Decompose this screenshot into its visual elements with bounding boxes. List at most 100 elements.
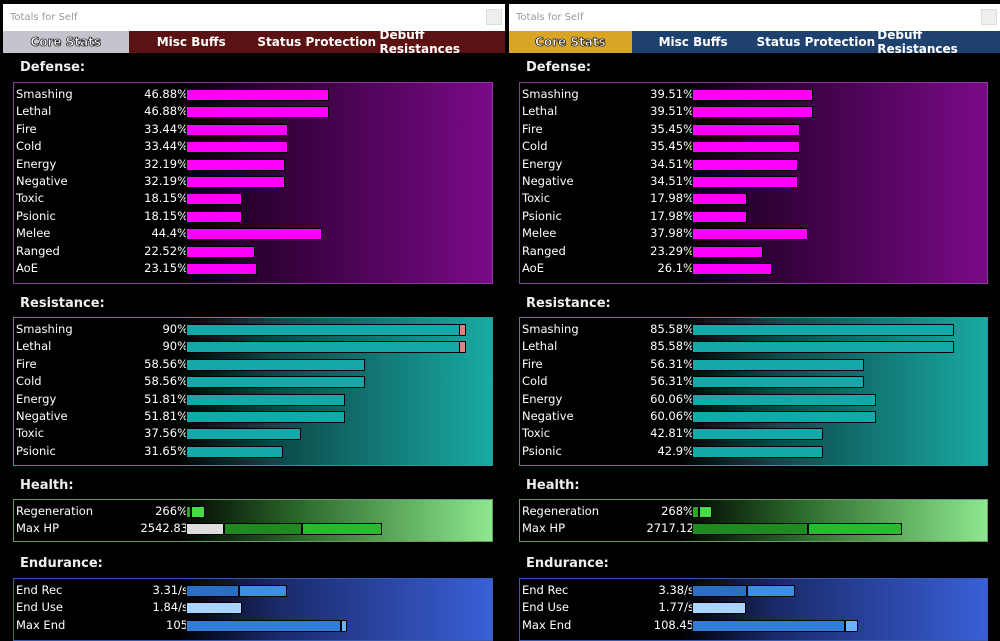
cap-indicator — [459, 324, 467, 336]
stat-value: 42.81% — [650, 426, 694, 441]
stat-value: 33.44% — [144, 121, 188, 136]
stat-value: 105 — [166, 617, 188, 632]
stat-label: Negative — [16, 174, 68, 188]
stat-bar — [186, 89, 330, 101]
resistance-row: Toxic 42.81% — [522, 425, 987, 442]
stat-label: Fire — [522, 121, 543, 136]
stat-label: Cold — [16, 139, 42, 154]
tab-core-stats[interactable]: Core Stats — [3, 31, 129, 53]
window-title: Totals for Self — [516, 12, 584, 23]
close-button[interactable] — [981, 9, 997, 25]
endurance-row: End Use 1.77/s — [522, 599, 987, 616]
stat-value: 33.44% — [144, 139, 188, 154]
stat-label: Ranged — [16, 243, 60, 258]
tab-bar: Core Stats Misc Buffs Status Protection Deb… — [3, 28, 505, 56]
stat-label: Fire — [16, 356, 37, 371]
stat-value: 266% — [155, 504, 188, 518]
stat-value: 18.15% — [144, 208, 188, 223]
defense-row: Fire 35.45% — [522, 121, 987, 138]
stat-label: Smashing — [16, 322, 73, 336]
window-title-bar[interactable]: Totals for Self — [509, 4, 1000, 31]
stat-bar — [692, 158, 798, 171]
stat-value: 34.51% — [650, 174, 694, 188]
stat-label: Negative — [522, 174, 574, 188]
stat-value: 39.51% — [650, 104, 694, 119]
defense-row: Psionic 18.15% — [16, 208, 492, 225]
stat-value: 46.88% — [144, 104, 188, 119]
stat-label: Cold — [522, 374, 548, 389]
defense-row: Cold 35.45% — [522, 138, 987, 155]
stat-bar-segment — [692, 619, 845, 632]
stat-label: Max End — [522, 617, 572, 632]
stat-value: 60.06% — [650, 391, 694, 406]
defense-row: Energy 32.19% — [16, 156, 492, 173]
stat-value: 51.81% — [144, 409, 188, 423]
stat-value: 35.45% — [650, 121, 694, 136]
tab-debuff-resistances[interactable]: Debuff Resistances — [379, 28, 461, 56]
tab-misc-buffs[interactable]: Misc Buffs — [658, 35, 728, 49]
stat-bar — [692, 141, 801, 154]
stat-bar-segment — [692, 602, 746, 615]
stat-label: Cold — [522, 139, 548, 154]
stat-bar — [692, 176, 798, 188]
tab-debuff-resistances[interactable]: Debuff Resistances — [877, 28, 958, 56]
stat-value: 22.52% — [144, 243, 188, 258]
tab-core-stats[interactable]: Core Stats — [509, 31, 632, 53]
stat-bar — [186, 411, 345, 423]
endurance-panel: End Rec 3.38/s End Use 1.77/s Max End 108.45 — [519, 578, 988, 641]
defense-row: Cold 33.44% — [16, 138, 492, 155]
stat-value: 23.15% — [144, 261, 188, 275]
stat-bar-segment — [692, 506, 700, 518]
defense-row: Melee 44.4% — [16, 225, 492, 242]
endurance-heading: Endurance: — [526, 556, 609, 571]
stat-bar — [186, 210, 242, 223]
endurance-row: End Rec 3.31/s — [16, 582, 492, 599]
stat-bar-segment — [692, 585, 748, 597]
tab-bar: Core Stats Misc Buffs Status Protection Deb… — [509, 28, 1000, 56]
health-panel: Regeneration 266% Max HP 2542.83 — [13, 499, 493, 542]
resistance-row: Lethal 85.58% — [522, 338, 987, 355]
stat-bar — [692, 376, 865, 389]
stat-value: 34.51% — [650, 156, 694, 171]
stat-label: Max HP — [522, 521, 566, 536]
tab-misc-buffs[interactable]: Misc Buffs — [156, 35, 226, 49]
resistance-panel: Smashing 85.58% Lethal 85.58% Fire 56.31% Cold… — [519, 317, 988, 466]
stat-label: End Use — [16, 600, 63, 615]
resistance-panel: Smashing 90% Lethal 90% Fire 58.56% Cold 58.56%… — [13, 317, 493, 466]
stat-label: Ranged — [522, 243, 566, 258]
stat-label: Psionic — [522, 443, 562, 458]
stat-value: 1.77/s — [658, 600, 694, 615]
defense-heading: Defense: — [526, 60, 592, 75]
stat-bar-segment — [186, 619, 342, 632]
stat-bar-segment — [186, 585, 239, 597]
stat-value: 37.98% — [650, 226, 694, 241]
stat-bar — [692, 411, 876, 423]
stat-value: 58.56% — [144, 356, 188, 371]
resistance-row: Lethal 90% — [16, 338, 492, 355]
endurance-row: Max End 108.45 — [522, 617, 987, 634]
health-heading: Health: — [526, 478, 580, 493]
tab-status-protection[interactable]: Status Protection — [756, 35, 876, 49]
stat-bar-segment — [186, 506, 191, 518]
stat-bar — [186, 245, 255, 258]
endurance-heading: Endurance: — [20, 556, 103, 571]
resistance-row: Psionic 42.9% — [522, 443, 987, 460]
stat-bar — [186, 358, 366, 371]
stat-bar-segment — [238, 585, 287, 597]
stat-label: Energy — [16, 391, 57, 406]
stat-label: Toxic — [16, 426, 45, 441]
close-button[interactable] — [486, 9, 502, 25]
stat-label: Smashing — [522, 87, 579, 101]
stat-bar — [692, 89, 813, 101]
window-title-bar[interactable]: Totals for Self — [3, 4, 505, 31]
stat-bar — [692, 123, 801, 136]
stat-value: 46.88% — [144, 87, 188, 101]
stat-label: Negative — [16, 409, 68, 423]
resistance-row: Negative 60.06% — [522, 408, 987, 425]
stat-bar — [692, 341, 954, 354]
stat-label: Toxic — [522, 426, 551, 441]
stat-label: Toxic — [522, 191, 551, 206]
defense-row: Melee 37.98% — [522, 225, 987, 242]
stat-bar — [692, 445, 824, 458]
tab-status-protection[interactable]: Status Protection — [257, 35, 377, 49]
